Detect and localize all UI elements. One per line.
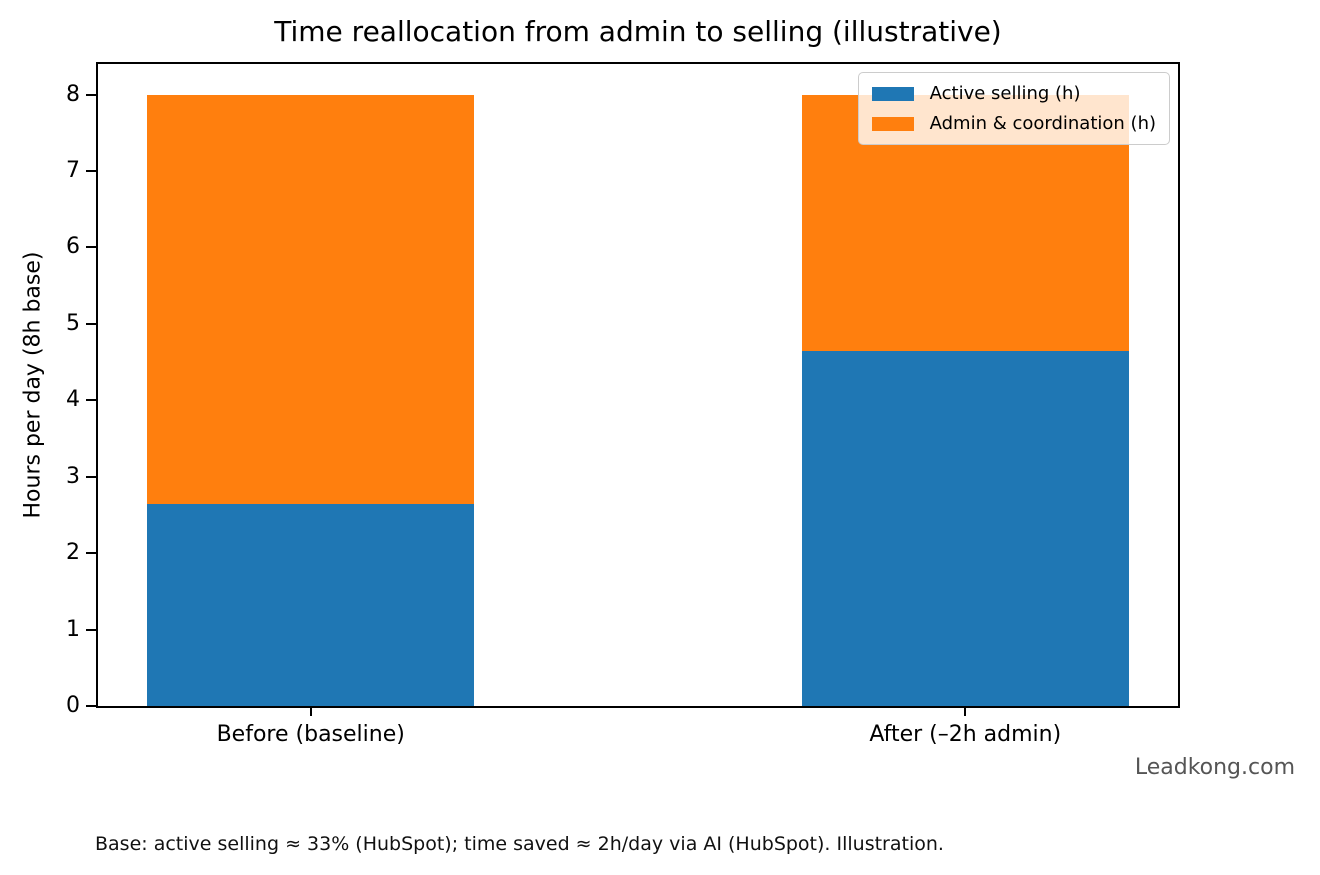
y-axis-label: Hours per day (8h base): [20, 251, 46, 519]
chart-title: Time reallocation from admin to selling …: [274, 15, 1002, 48]
legend-label: Admin & coordination (h): [929, 113, 1156, 134]
watermark: Leadkong.com: [1134, 755, 1295, 780]
y-tick-label: 0: [66, 693, 80, 718]
source-caption: Base: active selling ≈ 33% (HubSpot); ti…: [95, 833, 944, 855]
y-tick-label: 4: [66, 387, 80, 413]
y-tick-label: 8: [66, 81, 80, 107]
x-tick-label: After (–2h admin): [869, 722, 1062, 747]
legend-label: Active selling (h): [929, 83, 1081, 104]
y-tick-label: 1: [66, 616, 80, 642]
y-tick-mark: [86, 170, 96, 172]
bar-segment-active-selling-h-: [147, 504, 475, 706]
y-tick-mark: [86, 93, 96, 96]
y-tick-mark: [86, 628, 96, 631]
legend-swatch: [871, 116, 914, 131]
y-tick-label: 6: [66, 234, 80, 260]
legend-swatch: [871, 86, 914, 101]
y-tick-mark: [86, 705, 96, 707]
x-tick-mark: [309, 708, 312, 716]
plot-axes: Before (baseline) After (–2h admin) 0 1 2 3 4 5…: [66, 62, 1180, 747]
y-tick-mark: [86, 322, 96, 325]
y-tick-label: 7: [66, 158, 80, 183]
y-tick-label: 2: [66, 540, 80, 566]
x-tick-mark: [964, 708, 967, 716]
x-tick-label: Before (baseline): [216, 722, 405, 747]
y-tick-mark: [86, 552, 96, 555]
legend-row: Active selling (h): [871, 83, 1156, 104]
legend: Active selling (h) Admin & coordination (…: [857, 72, 1170, 145]
bar-segment-active-selling-h-: [801, 351, 1129, 706]
y-tick-mark: [86, 246, 96, 249]
y-tick-label: 3: [66, 463, 80, 489]
plot-area: Before (baseline) After (–2h admin) 0 1 2 3 4 5…: [66, 64, 1178, 747]
y-tick-mark: [86, 475, 96, 478]
legend-row: Admin & coordination (h): [871, 113, 1156, 134]
y-tick-label: 5: [66, 310, 80, 336]
bar-segment-admin-coordination-h-: [147, 94, 475, 505]
y-tick-mark: [86, 399, 96, 402]
